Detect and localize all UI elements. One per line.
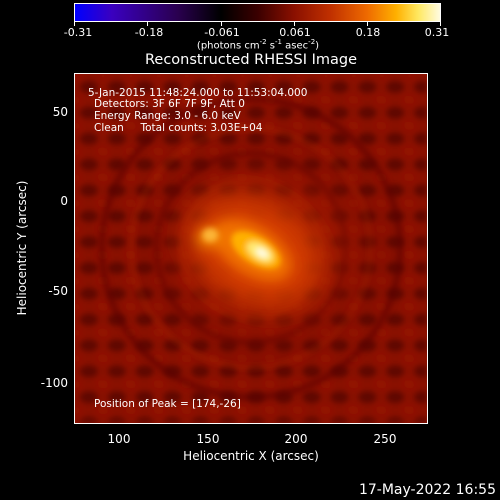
colorbar xyxy=(74,3,441,22)
colorbar-tick xyxy=(147,22,148,26)
y-tick-label: 50 xyxy=(52,105,68,119)
colorbar-tick xyxy=(367,22,368,26)
timestamp: 17-May-2022 16:55 xyxy=(358,482,496,498)
colorbar-tick-label: -0.18 xyxy=(134,26,164,39)
plot-title: Reconstructed RHESSI Image xyxy=(144,52,357,68)
colorbar-tick-label: 0.31 xyxy=(424,26,450,39)
colorbar-tick-label: 0.061 xyxy=(279,26,311,39)
x-tick-label: 200 xyxy=(284,432,308,446)
image-plot: 5-Jan-2015 11:48:24.000 to 11:53:04.000 … xyxy=(74,73,428,424)
y-axis-title: Heliocentric Y (arcsec) xyxy=(15,180,29,316)
colorbar-tick xyxy=(294,22,295,26)
colorbar-tick-label: -0.31 xyxy=(63,26,93,39)
x-tick-label: 150 xyxy=(196,432,220,446)
energy-range-annotation: Energy Range: 3.0 - 6.0 keV xyxy=(94,110,241,122)
colorbar-tick xyxy=(74,22,75,26)
detectors-annotation: Detectors: 3F 6F 7F 9F, Att 0 xyxy=(94,98,245,110)
y-tick-label: -100 xyxy=(40,376,68,390)
time-range-annotation: 5-Jan-2015 11:48:24.000 to 11:53:04.000 xyxy=(88,87,308,99)
y-tick-label: 0 xyxy=(60,194,68,208)
colorbar-tick-label: -0.061 xyxy=(204,26,240,39)
colorbar-tick-label: 0.18 xyxy=(355,26,381,39)
colorbar-units: (photons cm-2 s-1 asec-2) xyxy=(196,38,320,52)
x-axis-title: Heliocentric X (arcsec) xyxy=(183,449,319,463)
y-tick-label: -50 xyxy=(48,284,68,298)
peak-position-annotation: Position of Peak = [174,-26] xyxy=(94,398,241,410)
x-tick-label: 100 xyxy=(107,432,131,446)
rhessi-image xyxy=(75,74,427,423)
x-tick-label: 250 xyxy=(373,432,397,446)
colorbar-tick xyxy=(440,22,441,26)
colorbar-tick xyxy=(221,22,222,26)
method-annotation: Clean Total counts: 3.03E+04 xyxy=(94,122,263,134)
